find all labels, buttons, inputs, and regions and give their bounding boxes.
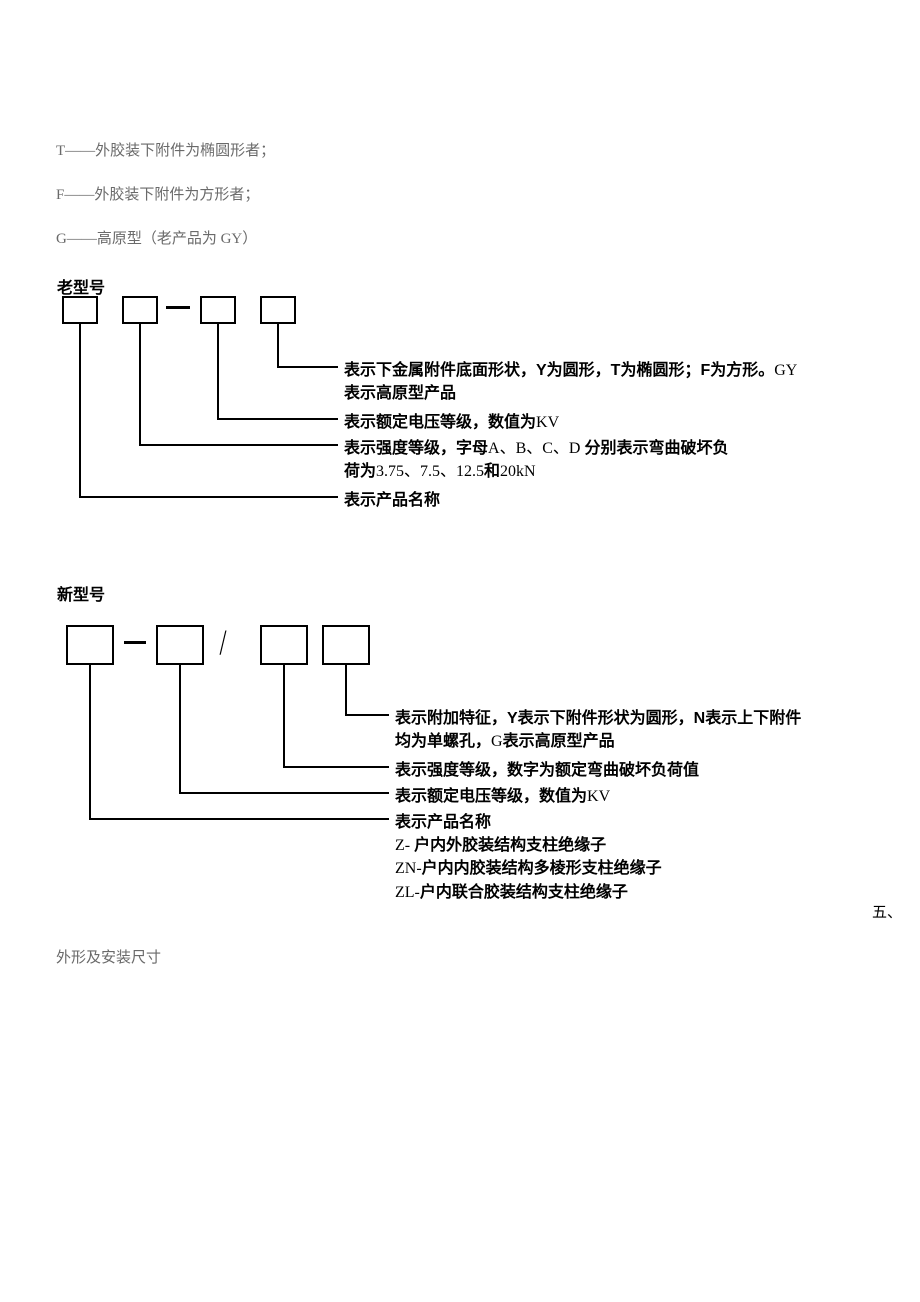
section-five-marker: 五、 [872, 901, 902, 922]
drop-horizontal-2 [139, 444, 338, 446]
drop-vertical-0 [345, 665, 347, 716]
drop-horizontal-3 [89, 818, 389, 820]
drop-horizontal-3 [79, 496, 338, 498]
dash-separator [124, 641, 146, 644]
def-prefix: G—— [56, 231, 97, 247]
dash-separator [166, 306, 190, 309]
def-line-f: F——外胶装下附件为方形者； [56, 183, 259, 204]
drop-vertical-2 [139, 324, 141, 446]
code-box-3 [322, 625, 370, 665]
drop-horizontal-2 [179, 792, 389, 794]
code-box-1 [156, 625, 204, 665]
drop-vertical-1 [283, 665, 285, 768]
desc-line-1: 表示额定电压等级，数值为KV [344, 411, 559, 434]
drop-vertical-3 [79, 324, 81, 498]
def-prefix: T—— [56, 143, 95, 159]
code-box-2 [200, 296, 236, 324]
dimensions-title: 外形及安装尺寸 [56, 946, 161, 967]
desc-line-1: 表示强度等级，数字为额定弯曲破坏负荷值 [395, 759, 699, 782]
drop-vertical-3 [89, 665, 91, 820]
def-line-t: T——外胶装下附件为椭圆形者； [56, 139, 275, 160]
drop-vertical-1 [217, 324, 219, 420]
drop-horizontal-1 [217, 418, 338, 420]
def-text: 外胶装下附件为方形者； [94, 187, 259, 203]
desc-line-3: 表示产品名称 [344, 489, 440, 512]
desc-line-2: 表示强度等级，字母A、B、C、D 分别表示弯曲破坏负荷为3.75、7.5、12.… [344, 437, 729, 483]
drop-horizontal-1 [283, 766, 389, 768]
code-box-0 [66, 625, 114, 665]
slash-separator: / [220, 621, 227, 663]
desc-line-3: 表示产品名称Z- 户内外胶装结构支柱绝缘子ZN-户内内胶装结构多棱形支柱绝缘子Z… [395, 811, 662, 904]
def-text: 外胶装下附件为椭圆形者； [95, 143, 275, 159]
code-box-3 [260, 296, 296, 324]
drop-horizontal-0 [277, 366, 338, 368]
desc-line-0: 表示附加特征，Y表示下附件形状为圆形，N表示上下附件均为单螺孔，G表示高原型产品 [395, 707, 801, 753]
def-prefix: F—— [56, 187, 94, 203]
code-box-1 [122, 296, 158, 324]
desc-line-2: 表示额定电压等级，数值为KV [395, 785, 610, 808]
desc-line-0: 表示下金属附件底面形状，Y为圆形，T为椭圆形；F为方形。GY表示高原型产品 [344, 359, 797, 405]
code-box-0 [62, 296, 98, 324]
code-box-2 [260, 625, 308, 665]
drop-vertical-0 [277, 324, 279, 368]
new-model-title: 新型号 [57, 581, 105, 605]
drop-vertical-2 [179, 665, 181, 794]
old-model-title: 老型号 [57, 274, 105, 298]
drop-horizontal-0 [345, 714, 389, 716]
def-text: 高原型（老产品为 GY） [97, 231, 257, 247]
def-line-g: G——高原型（老产品为 GY） [56, 227, 257, 248]
